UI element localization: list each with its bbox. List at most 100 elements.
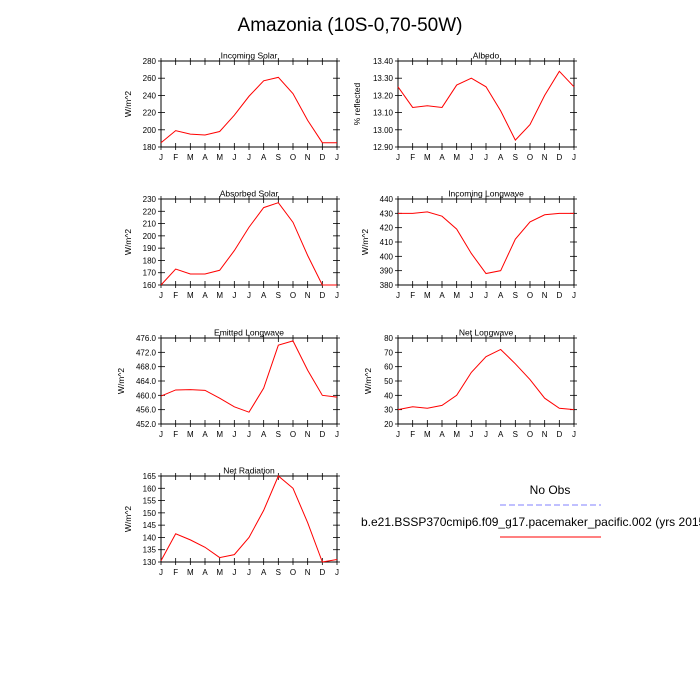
y-tick-label: 160 xyxy=(143,281,157,290)
x-tick-label: J xyxy=(335,430,339,439)
series-line xyxy=(160,202,337,286)
plot-frame xyxy=(397,337,575,425)
panel-title: Emitted Longwave xyxy=(214,328,284,338)
x-tick-label: A xyxy=(261,568,267,577)
plot-frame xyxy=(160,198,338,286)
x-tick-label: J xyxy=(247,291,251,300)
x-tick-label: D xyxy=(556,153,562,162)
x-tick-label: D xyxy=(319,153,325,162)
y-tick-label: 460.0 xyxy=(136,391,157,400)
x-tick-label: A xyxy=(202,153,208,162)
y-tick-label: 472.0 xyxy=(136,348,157,357)
x-tick-label: J xyxy=(396,291,400,300)
y-tick-label: 50 xyxy=(384,377,393,386)
y-tick-label: 20 xyxy=(384,420,393,429)
y-tick-label: 180 xyxy=(143,143,157,152)
y-tick-label: 410 xyxy=(380,238,394,247)
x-tick-label: N xyxy=(305,153,311,162)
panel-title: Net Longwave xyxy=(459,328,514,338)
x-tick-label: S xyxy=(513,430,518,439)
x-tick-label: J xyxy=(159,153,163,162)
x-tick-label: J xyxy=(159,430,163,439)
x-tick-label: M xyxy=(424,291,431,300)
y-tick-label: 13.20 xyxy=(373,91,394,100)
x-tick-label: M xyxy=(453,153,460,162)
x-tick-label: J xyxy=(335,291,339,300)
x-tick-label: J xyxy=(469,430,473,439)
x-tick-label: A xyxy=(202,291,208,300)
figure-title: Amazonia (10S-0,70-50W) xyxy=(238,15,463,36)
x-tick-label: J xyxy=(247,430,251,439)
y-tick-label: 476.0 xyxy=(136,334,157,343)
x-tick-label: J xyxy=(469,153,473,162)
y-tick-label: 280 xyxy=(143,57,157,66)
x-tick-label: A xyxy=(498,430,504,439)
legend-case-label: b.e21.BSSP370cmip6.f09_g17.pacemaker_pac… xyxy=(361,515,700,529)
x-tick-label: A xyxy=(498,153,504,162)
y-tick-label: 140 xyxy=(143,533,157,542)
x-tick-label: O xyxy=(290,291,296,300)
y-tick-label: 150 xyxy=(143,509,157,518)
x-tick-label: F xyxy=(410,291,415,300)
y-tick-label: 13.30 xyxy=(373,74,394,83)
x-tick-label: S xyxy=(276,291,281,300)
y-tick-label: 160 xyxy=(143,484,157,493)
x-tick-label: N xyxy=(542,153,548,162)
x-tick-label: J xyxy=(572,430,576,439)
x-tick-label: J xyxy=(572,153,576,162)
y-tick-label: 452.0 xyxy=(136,420,157,429)
y-tick-label: 390 xyxy=(380,267,394,276)
plot-frame xyxy=(397,60,575,148)
x-tick-label: J xyxy=(572,291,576,300)
x-tick-label: S xyxy=(276,153,281,162)
y-axis-label: W/m^2 xyxy=(360,229,370,255)
x-tick-label: A xyxy=(498,291,504,300)
y-tick-label: 464.0 xyxy=(136,377,157,386)
panel-title: Albedo xyxy=(473,51,500,61)
y-tick-label: 190 xyxy=(143,244,157,253)
x-tick-label: N xyxy=(542,291,548,300)
x-tick-label: D xyxy=(556,430,562,439)
x-tick-label: J xyxy=(247,568,251,577)
x-tick-label: J xyxy=(335,153,339,162)
x-tick-label: M xyxy=(216,568,223,577)
y-tick-label: 420 xyxy=(380,224,394,233)
x-tick-label: F xyxy=(410,430,415,439)
x-tick-label: M xyxy=(453,430,460,439)
x-tick-label: M xyxy=(216,430,223,439)
legend: No Obs b.e21.BSSP370cmip6.f09_g17.pacema… xyxy=(361,483,700,538)
series-line xyxy=(160,340,338,413)
y-tick-label: 220 xyxy=(143,109,157,118)
x-tick-label: O xyxy=(527,430,533,439)
y-tick-label: 456.0 xyxy=(136,406,157,415)
y-tick-label: 70 xyxy=(384,348,393,357)
y-axis-label: W/m^2 xyxy=(116,368,126,394)
x-tick-label: A xyxy=(202,568,208,577)
x-tick-label: M xyxy=(187,153,194,162)
x-tick-label: J xyxy=(484,153,488,162)
plot-frame xyxy=(160,337,338,425)
x-tick-label: A xyxy=(439,291,445,300)
y-tick-label: 260 xyxy=(143,74,157,83)
x-tick-label: A xyxy=(261,153,267,162)
x-tick-label: F xyxy=(173,153,178,162)
y-tick-label: 130 xyxy=(143,558,157,567)
y-tick-label: 200 xyxy=(143,126,157,135)
x-tick-label: J xyxy=(232,291,236,300)
x-tick-label: D xyxy=(319,291,325,300)
x-tick-label: J xyxy=(159,291,163,300)
panel-title: Net Radiation xyxy=(223,466,275,476)
x-tick-label: M xyxy=(187,568,194,577)
x-tick-label: S xyxy=(276,568,281,577)
x-tick-label: J xyxy=(232,430,236,439)
y-axis-label: % reflected xyxy=(352,82,362,125)
y-tick-label: 30 xyxy=(384,406,393,415)
y-tick-label: 80 xyxy=(384,334,393,343)
y-tick-label: 220 xyxy=(143,207,157,216)
x-tick-label: M xyxy=(453,291,460,300)
